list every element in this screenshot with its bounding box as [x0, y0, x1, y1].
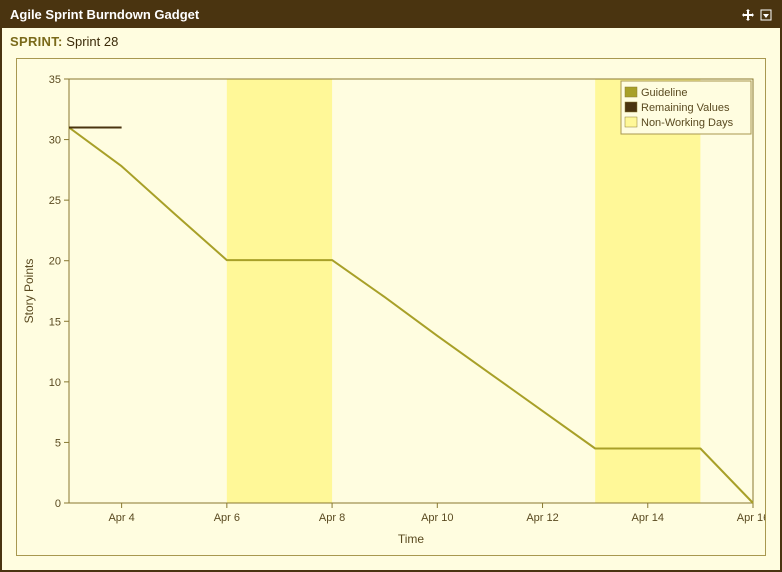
x-tick-label: Apr 12 — [526, 512, 558, 524]
legend-swatch — [625, 87, 637, 97]
gadget-controls — [742, 9, 772, 21]
y-axis-title: Story Points — [22, 259, 36, 324]
y-tick-label: 5 — [55, 437, 61, 449]
sprint-info: SPRINT: Sprint 28 — [2, 28, 780, 53]
burndown-gadget: Agile Sprint Burndown Gadget SPRINT: Spr… — [0, 0, 782, 572]
x-tick-label: Apr 10 — [421, 512, 453, 524]
sprint-value: Sprint 28 — [66, 34, 118, 49]
legend-label: Non-Working Days — [641, 117, 734, 129]
y-tick-label: 10 — [49, 377, 61, 389]
burndown-chart: 0 5 10 15 20 25 30 35 Apr 4 Apr 6 Apr 8 Apr 10 Apr 1… — [16, 58, 766, 556]
y-tick-label: 0 — [55, 498, 61, 510]
y-tick-label: 15 — [49, 316, 61, 328]
sprint-label: SPRINT: — [10, 34, 63, 49]
y-tick-label: 25 — [49, 195, 61, 207]
x-axis-title: Time — [398, 532, 425, 546]
y-tick-label: 30 — [49, 135, 61, 147]
legend-label: Remaining Values — [641, 102, 730, 114]
move-icon[interactable] — [742, 9, 754, 21]
x-tick-label: Apr 6 — [214, 512, 240, 524]
gadget-header: Agile Sprint Burndown Gadget — [2, 2, 780, 28]
gadget-title: Agile Sprint Burndown Gadget — [10, 2, 199, 28]
x-tick-label: Apr 14 — [632, 512, 664, 524]
legend-swatch — [625, 102, 637, 112]
x-tick-label: Apr 8 — [319, 512, 345, 524]
x-tick-label: Apr 16 — [737, 512, 765, 524]
y-tick-label: 35 — [49, 74, 61, 86]
x-tick-label: Apr 4 — [108, 512, 134, 524]
legend-label: Guideline — [641, 87, 687, 99]
non-working-band — [595, 79, 700, 503]
legend-swatch — [625, 117, 637, 127]
menu-icon[interactable] — [760, 9, 772, 21]
y-tick-label: 20 — [49, 256, 61, 268]
non-working-band — [227, 79, 332, 503]
